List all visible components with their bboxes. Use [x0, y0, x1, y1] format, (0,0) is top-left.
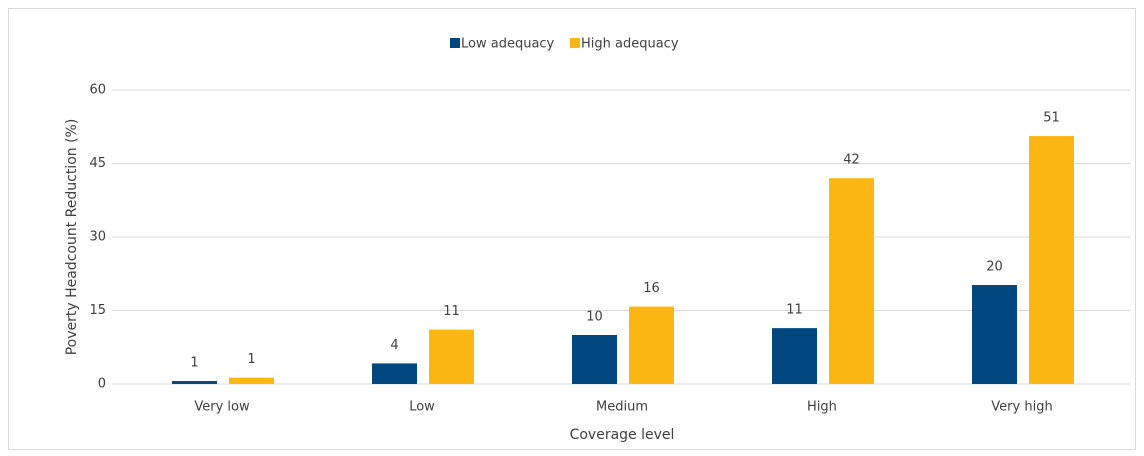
bar	[772, 328, 817, 384]
data-label: 4	[390, 338, 398, 353]
bar	[629, 306, 674, 384]
x-tick-label: Low	[409, 400, 435, 415]
bar	[372, 363, 417, 384]
data-label: 11	[786, 303, 803, 318]
legend-label: Low adequacy	[461, 37, 555, 52]
data-label: 42	[843, 153, 860, 168]
x-tick-label: Medium	[596, 400, 648, 415]
data-label: 16	[643, 281, 660, 296]
data-label: 1	[190, 356, 198, 371]
x-tick-label: High	[807, 400, 837, 415]
data-label: 11	[443, 304, 460, 319]
bar	[972, 285, 1017, 384]
data-label: 20	[986, 260, 1003, 275]
data-label: 51	[1043, 111, 1060, 126]
legend-swatch	[450, 38, 460, 48]
x-axis-title: Coverage level	[570, 427, 675, 443]
bar	[829, 178, 874, 384]
bar	[1029, 136, 1074, 384]
y-tick-label: 30	[89, 230, 106, 245]
data-label: 10	[586, 310, 603, 325]
y-tick-label: 60	[89, 83, 106, 98]
legend-swatch	[570, 38, 580, 48]
x-tick-label: Very high	[991, 400, 1052, 415]
y-tick-label: 45	[89, 156, 106, 171]
bar	[172, 381, 217, 384]
bar	[429, 329, 474, 384]
bar	[229, 377, 274, 384]
x-tick-label: Very low	[194, 400, 250, 415]
y-axis-title: Poverty Headcount Reduction (%)	[64, 119, 80, 356]
y-tick-label: 15	[89, 303, 106, 318]
data-label: 1	[247, 352, 255, 367]
legend-label: High adequacy	[581, 37, 679, 52]
y-tick-label: 0	[98, 377, 106, 392]
bar	[572, 335, 617, 384]
